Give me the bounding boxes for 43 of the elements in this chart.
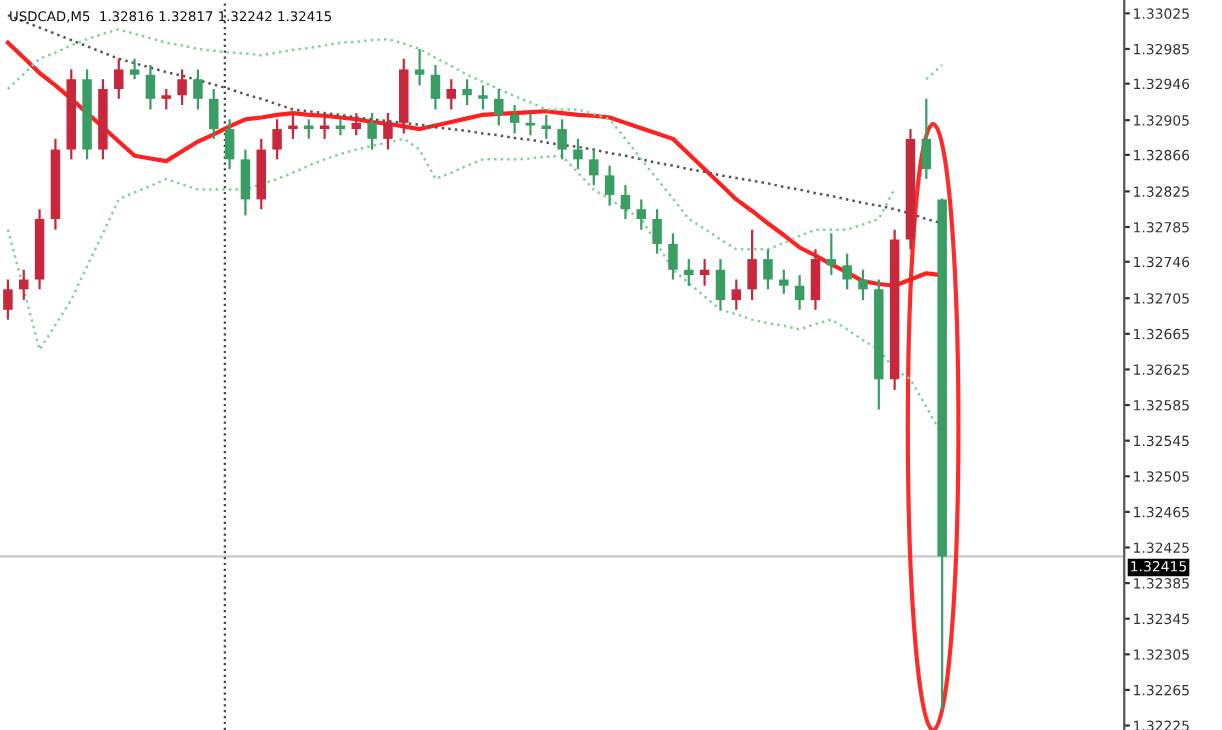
candlestick <box>351 111 362 137</box>
candlestick <box>589 148 599 187</box>
candlestick <box>509 103 520 135</box>
candlestick <box>557 118 567 161</box>
candlestick <box>129 57 140 81</box>
candlestick <box>414 47 425 87</box>
candlestick <box>684 257 694 287</box>
candlestick <box>858 268 868 302</box>
candlestick <box>114 57 124 100</box>
candlestick <box>652 208 662 255</box>
candlestick <box>842 252 852 291</box>
candlestick <box>240 148 251 217</box>
candlestick <box>715 257 726 311</box>
candlestick <box>209 87 219 140</box>
candlestick <box>193 68 203 111</box>
candlestick <box>779 268 789 295</box>
candlestick <box>383 111 393 151</box>
candlestick <box>367 111 377 151</box>
candlestick <box>636 198 647 231</box>
candlestick <box>921 97 932 181</box>
candlestick <box>19 268 29 302</box>
candlestick <box>620 184 631 221</box>
candlestick <box>430 63 441 111</box>
candlestick <box>462 78 472 107</box>
candlestick <box>747 228 757 302</box>
candlestick <box>604 164 615 207</box>
candlestick <box>668 232 678 281</box>
candlestick <box>272 118 282 161</box>
candlestick <box>446 78 457 111</box>
candlestick <box>478 84 488 111</box>
candlestick <box>794 273 805 311</box>
candlestick <box>224 118 235 171</box>
candlestick <box>826 232 837 277</box>
candlestick <box>145 63 156 111</box>
candlestick <box>810 248 821 311</box>
candlestick <box>3 278 13 321</box>
candlestick <box>494 87 504 127</box>
candlestick <box>731 278 742 311</box>
candlestick <box>161 87 172 111</box>
candlestick <box>573 137 583 171</box>
candlestick <box>525 111 536 137</box>
candlestick <box>763 248 773 291</box>
candlestick <box>177 68 187 107</box>
